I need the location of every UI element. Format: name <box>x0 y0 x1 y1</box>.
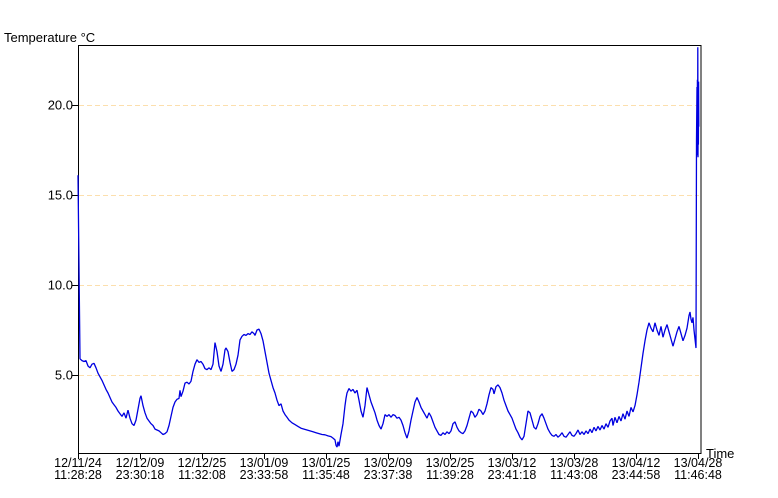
x-tick-date: 13/02/09 <box>363 456 413 470</box>
x-tick-time: 11:32:08 <box>178 467 226 482</box>
y-tick-label-15: 15.0 <box>47 187 73 203</box>
plot-frame <box>78 45 702 454</box>
y-tick-label-20: 20.0 <box>47 97 73 113</box>
x-tick-date: 13/01/09 <box>239 456 289 470</box>
x-tick-label-1: 12/12/09 23:30:18 <box>115 456 165 482</box>
x-tick-date: 13/03/28 <box>549 456 599 470</box>
x-tick-label-5: 13/02/09 23:37:38 <box>363 456 413 482</box>
x-tick-time: 11:43:08 <box>550 467 598 482</box>
x-tick-label-2: 12/12/25 11:32:08 <box>177 456 227 482</box>
x-tick-time: 11:46:48 <box>674 467 722 482</box>
temperature-line <box>77 47 700 448</box>
x-tick-time: 23:37:38 <box>363 467 413 482</box>
x-tick-label-8: 13/03/28 11:43:08 <box>549 456 599 482</box>
x-tick-date: 13/01/25 <box>301 456 351 470</box>
x-tick-label-3: 13/01/09 23:33:58 <box>239 456 289 482</box>
x-tick-date: 13/03/12 <box>487 456 537 470</box>
x-tick-label-10: 13/04/28 11:46:48 <box>673 456 723 482</box>
x-tick-time: 23:41:18 <box>487 467 537 482</box>
x-tick-time: 11:35:48 <box>302 467 350 482</box>
x-tick-label-7: 13/03/12 23:41:18 <box>487 456 537 482</box>
x-tick-date: 13/02/25 <box>425 456 475 470</box>
x-tick-date: 13/04/12 <box>611 456 661 470</box>
x-tick-label-9: 13/04/12 23:44:58 <box>611 456 661 482</box>
x-tick-date: 13/04/28 <box>673 456 723 470</box>
x-tick-label-0: 12/11/24 11:28:28 <box>54 456 102 482</box>
x-tick-time: 11:28:28 <box>54 467 102 482</box>
x-tick-date: 12/12/09 <box>115 456 165 470</box>
x-tick-date: 12/11/24 <box>54 456 102 470</box>
x-tick-time: 11:39:28 <box>426 467 474 482</box>
x-tick-time: 23:44:58 <box>611 467 661 482</box>
x-tick-label-4: 13/01/25 11:35:48 <box>301 456 351 482</box>
x-tick-date: 12/12/25 <box>177 456 227 470</box>
y-tick-label-5: 5.0 <box>54 367 73 383</box>
y-tick-label-10: 10.0 <box>47 277 73 293</box>
x-tick-label-6: 13/02/25 11:39:28 <box>425 456 475 482</box>
y-axis-title: Temperature °C <box>4 30 96 45</box>
x-tick-time: 23:30:18 <box>115 467 165 482</box>
x-axis-title: Time <box>706 446 735 461</box>
x-tick-time: 23:33:58 <box>239 467 289 482</box>
